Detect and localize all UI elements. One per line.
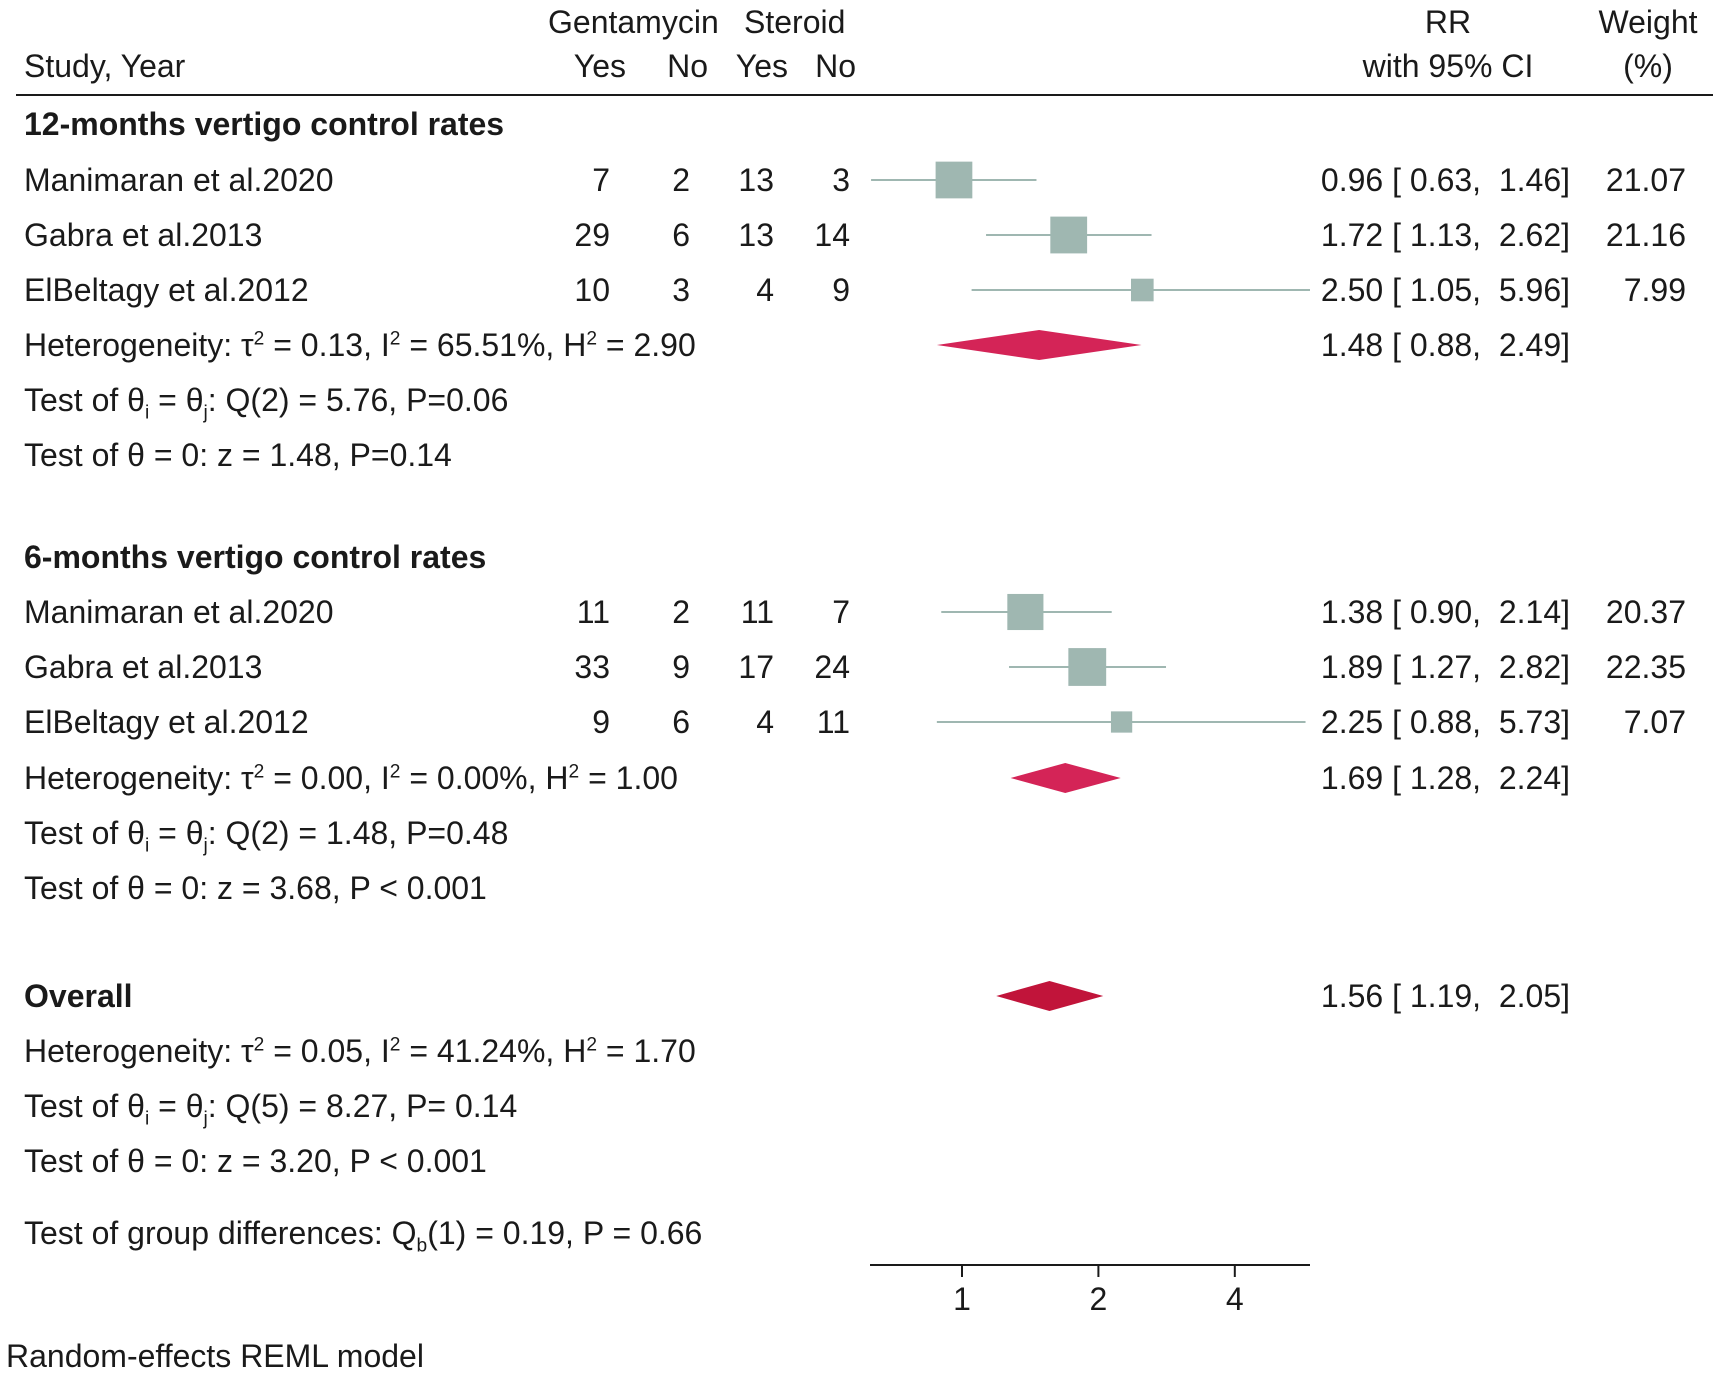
study-marker [935, 161, 973, 199]
s-no: 9 [832, 272, 850, 308]
subgroup-diamond [1010, 763, 1121, 793]
header-rr-sub: with 95% CI [1362, 48, 1534, 84]
z-test: Test of θ = 0: z = 1.48, P=0.14 [24, 437, 452, 473]
study-name: ElBeltagy et al.2012 [24, 272, 309, 308]
g-no: 6 [672, 704, 690, 740]
rr-ci: 0.96 [ 0.63, 1.46] [1320, 162, 1570, 198]
s-no: 3 [832, 162, 850, 198]
study-name: Manimaran et al.2020 [24, 594, 334, 630]
g-yes: 7 [592, 162, 610, 198]
x-tick-label: 4 [1226, 1281, 1244, 1317]
pooled-rr-ci: 1.48 [ 0.88, 2.49] [1320, 327, 1570, 363]
s-no: 24 [814, 649, 850, 685]
s-no: 14 [814, 217, 850, 253]
overall-rr-ci: 1.56 [ 1.19, 2.05] [1320, 978, 1570, 1014]
g-yes: 29 [574, 217, 610, 253]
study-marker [1007, 593, 1044, 631]
weight: 22.35 [1605, 649, 1686, 685]
heterogeneity-stat: Heterogeneity: τ2 = 0.00, I2 = 0.00%, H2… [24, 760, 678, 796]
weight: 20.37 [1605, 594, 1686, 630]
rr-ci: 2.50 [ 1.05, 5.96] [1320, 272, 1570, 308]
g-no: 9 [672, 649, 690, 685]
weight: 21.16 [1605, 217, 1686, 253]
s-yes: 13 [738, 217, 774, 253]
header-weight: Weight [1598, 4, 1698, 40]
study-marker [1050, 216, 1088, 254]
subgroup-diamond [936, 330, 1142, 360]
g-no: 6 [672, 217, 690, 253]
overall-heterogeneity: Heterogeneity: τ2 = 0.05, I2 = 41.24%, H… [24, 1033, 696, 1069]
g-yes: 11 [576, 594, 610, 630]
rr-ci: 1.89 [ 1.27, 2.82] [1320, 649, 1570, 685]
subgroup-title: 12-months vertigo control rates [24, 106, 505, 142]
study-name: Gabra et al.2013 [24, 217, 263, 253]
x-tick-label: 2 [1090, 1281, 1108, 1317]
g-yes: 9 [592, 704, 610, 740]
header-rr: RR [1424, 4, 1472, 40]
s-no: 7 [832, 594, 850, 630]
subgroup-title: 6-months vertigo control rates [24, 539, 487, 575]
rr-ci: 1.38 [ 0.90, 2.14] [1320, 594, 1570, 630]
z-test: Test of θ = 0: z = 3.68, P < 0.001 [24, 870, 487, 906]
weight: 7.07 [1623, 704, 1686, 740]
group-differences-test: Test of group differences: Qb(1) = 0.19,… [24, 1215, 703, 1257]
g-yes: 10 [574, 272, 610, 308]
overall-diamond [996, 981, 1104, 1011]
study-name: ElBeltagy et al.2012 [24, 704, 309, 740]
overall-title: Overall [24, 978, 133, 1014]
g-no: 3 [672, 272, 690, 308]
s-yes: 11 [740, 594, 774, 630]
header-s-no: No [815, 48, 856, 84]
header-steroid: Steroid [744, 4, 846, 40]
overall-q-test: Test of θi = θj: Q(5) = 8.27, P= 0.14 [24, 1088, 518, 1130]
study-marker [1068, 648, 1107, 686]
g-yes: 33 [574, 649, 610, 685]
study-name: Gabra et al.2013 [24, 649, 263, 685]
header-rule [16, 94, 1713, 96]
header-weight-sub: (%) [1623, 48, 1673, 84]
s-yes: 4 [756, 704, 774, 740]
header-g-no: No [667, 48, 708, 84]
header-gentamycin: Gentamycin [548, 4, 719, 40]
q-test: Test of θi = θj: Q(2) = 1.48, P=0.48 [24, 815, 509, 857]
heterogeneity-stat: Heterogeneity: τ2 = 0.13, I2 = 65.51%, H… [24, 327, 696, 363]
header-study-year: Study, Year [24, 48, 186, 84]
overall-z-test: Test of θ = 0: z = 3.20, P < 0.001 [24, 1143, 487, 1179]
weight: 7.99 [1623, 272, 1686, 308]
s-yes: 13 [738, 162, 774, 198]
study-marker [1110, 711, 1133, 733]
weight: 21.07 [1605, 162, 1686, 198]
pooled-rr-ci: 1.69 [ 1.28, 2.24] [1320, 760, 1570, 796]
g-no: 2 [672, 594, 690, 630]
x-tick-label: 1 [953, 1281, 971, 1317]
s-yes: 4 [756, 272, 774, 308]
study-name: Manimaran et al.2020 [24, 162, 334, 198]
model-note: Random-effects REML model [6, 1338, 424, 1374]
rr-ci: 2.25 [ 0.88, 5.73] [1320, 704, 1570, 740]
q-test: Test of θi = θj: Q(2) = 5.76, P=0.06 [24, 382, 509, 424]
g-no: 2 [672, 162, 690, 198]
s-yes: 17 [738, 649, 774, 685]
header-s-yes: Yes [735, 48, 788, 84]
s-no: 11 [816, 704, 850, 740]
header-g-yes: Yes [573, 48, 626, 84]
rr-ci: 1.72 [ 1.13, 2.62] [1320, 217, 1570, 253]
study-marker [1131, 278, 1154, 302]
